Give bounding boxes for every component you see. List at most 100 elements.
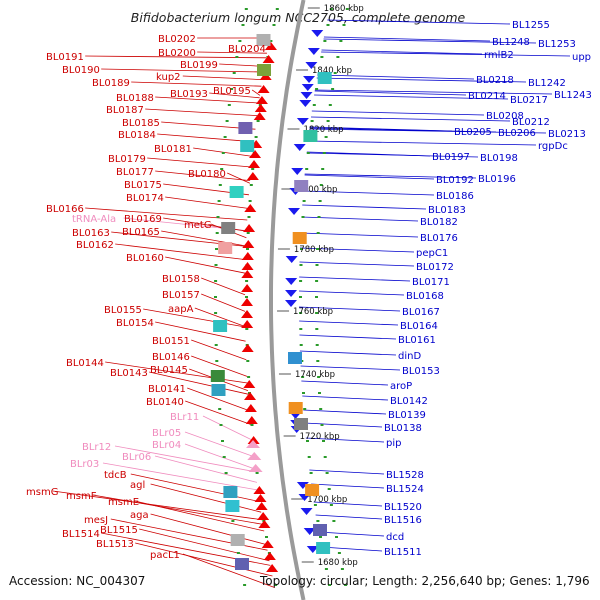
leader-line	[197, 51, 267, 54]
kbp-label: 1740 kbp	[295, 370, 335, 380]
tick-dot	[299, 296, 302, 298]
plus-strand-arrow	[285, 256, 298, 263]
gene-label: BL0172	[416, 262, 454, 273]
gene-label: BL0144	[66, 358, 104, 369]
gene-label: BL0169	[124, 214, 162, 225]
minus-strand-arrow	[245, 416, 258, 424]
gene-label: BL0182	[420, 217, 458, 228]
tick-dot	[217, 200, 221, 202]
gene-label: BL0155	[104, 305, 142, 316]
tick-dot	[315, 296, 318, 298]
gene-label: BL0191	[46, 52, 84, 63]
gene-label: aga	[130, 510, 149, 521]
minus-strand-arrow	[244, 204, 257, 212]
gene-label: BL0142	[390, 396, 428, 407]
leader-line	[304, 174, 435, 180]
tick-dot	[316, 360, 320, 362]
tick-dot	[250, 424, 254, 426]
gene-label: msmE	[108, 497, 139, 508]
tick-dot	[275, 8, 279, 10]
gene-box	[288, 402, 303, 414]
tick-dot	[299, 328, 303, 330]
minus-strand-arrow	[241, 270, 254, 278]
leader-line	[209, 92, 260, 99]
gene-label: BL0183	[428, 205, 466, 216]
gene-label: kup2	[156, 72, 181, 83]
gene-label: BL0145	[150, 365, 188, 376]
tick-dot	[249, 184, 253, 186]
minus-strand-arrow	[241, 320, 254, 328]
plus-strand-arrow	[311, 30, 324, 37]
tick-dot	[345, 8, 349, 10]
tick-dot	[247, 216, 251, 218]
leader-line	[184, 443, 256, 470]
tick-dot	[214, 264, 218, 266]
gene-box	[317, 72, 332, 84]
gene-box	[292, 232, 307, 244]
tick-dot	[219, 424, 223, 426]
gene-label: BL0187	[106, 105, 144, 116]
leader-line	[143, 308, 246, 328]
minus-strand-arrow	[244, 404, 257, 412]
leader-line	[191, 339, 247, 361]
topology-text: Topology: circular; Length: 2,256,640 bp…	[260, 574, 590, 588]
gene-label: BL0174	[126, 193, 164, 204]
tick-dot	[303, 408, 307, 410]
leader-line	[182, 553, 275, 588]
leader-line	[115, 243, 246, 260]
tick-dot	[342, 24, 346, 26]
tick-dot	[316, 248, 319, 250]
tick-dot	[231, 520, 235, 522]
minus-strand-arrow	[255, 96, 268, 104]
tick-dot	[220, 168, 224, 170]
gene-label: BL0176	[420, 233, 458, 244]
gene-label: BL0151	[152, 336, 190, 347]
gene-label: BL0164	[400, 321, 438, 332]
tick-dot	[301, 376, 305, 378]
gene-box	[211, 384, 226, 396]
plus-strand-arrow	[300, 508, 313, 515]
tick-dot	[319, 536, 322, 538]
leader-line	[306, 152, 479, 158]
gene-label: pip	[386, 438, 401, 449]
tick-dot	[323, 456, 327, 458]
tick-dot	[246, 360, 250, 362]
accession-text: Accession: NC_004307	[9, 574, 146, 588]
gene-box	[305, 484, 320, 496]
tick-dot	[214, 312, 218, 314]
tick-dot	[300, 248, 303, 250]
gene-label: BL1514	[62, 529, 100, 540]
tick-dot	[245, 328, 249, 330]
gene-label: dcd	[386, 532, 404, 543]
gene-label: mesJ	[84, 515, 108, 526]
minus-strand-arrow	[266, 564, 279, 572]
gene-label: BL0160	[126, 253, 164, 264]
leader-line	[299, 350, 397, 356]
leader-line	[149, 371, 249, 395]
leader-line	[314, 94, 509, 100]
plus-strand-arrow	[306, 546, 319, 553]
gene-box	[235, 558, 249, 570]
leader-line	[314, 90, 467, 96]
rna-feature-arrow	[248, 464, 263, 472]
gene-label: BL0146	[152, 352, 190, 363]
leader-line	[308, 140, 537, 146]
leader-line	[317, 74, 475, 80]
kbp-label: 1800 kbp	[297, 185, 337, 195]
minus-strand-arrow	[261, 540, 274, 548]
gene-box	[294, 180, 309, 192]
leader-line	[157, 133, 254, 143]
leader-line	[139, 528, 270, 562]
minus-strand-arrow	[257, 512, 270, 520]
gene-label: BL0199	[180, 60, 218, 71]
plus-strand-arrow	[285, 278, 298, 285]
tick-dot	[274, 584, 278, 586]
tick-dot	[317, 216, 321, 218]
leader-line	[201, 293, 246, 312]
leader-line	[304, 173, 477, 179]
leader-line	[302, 395, 389, 401]
kbp-label: 1680 kbp	[318, 558, 358, 568]
tick-dot	[301, 216, 305, 218]
leader-line	[301, 380, 389, 386]
leader-line	[187, 387, 250, 412]
